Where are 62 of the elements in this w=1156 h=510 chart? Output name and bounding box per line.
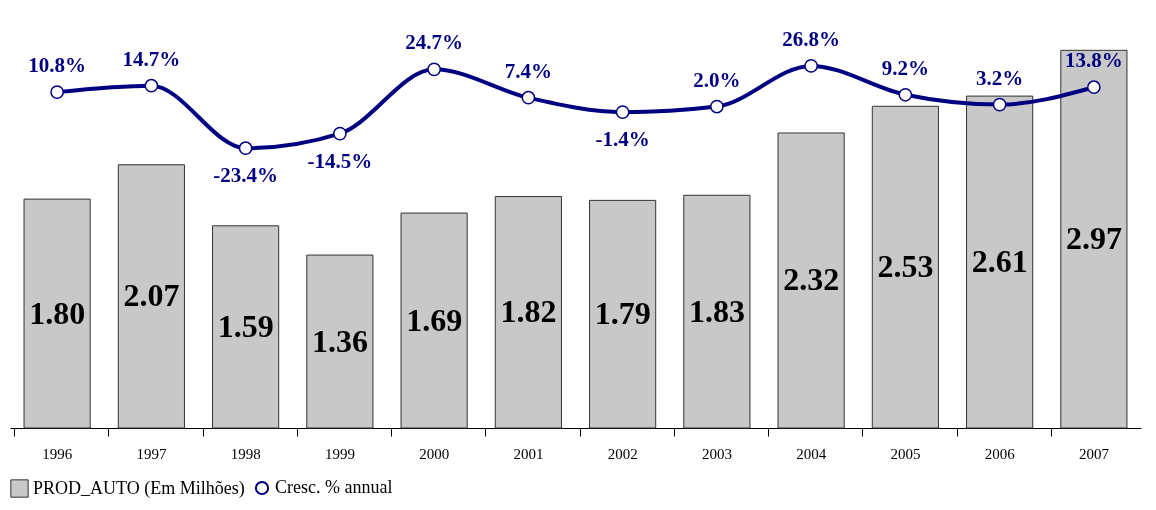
x-tick-label: 2007 [1078,445,1110,462]
bar [306,254,374,429]
data-label: 2.97 [1065,220,1122,257]
point [804,59,818,73]
legend-label: PROD_AUTO (Em Milhões) [33,477,245,499]
x-tick-label: 2001 [513,445,544,462]
legend-label: Cresc. % annual [275,477,393,497]
x-tick-label: 1996 [42,445,73,462]
x-tick-label: 1997 [136,445,167,462]
data-label: 1.36 [311,322,368,359]
bar [777,132,845,429]
point [333,126,347,141]
x-tick-label: 1999 [324,445,355,462]
point [521,90,536,105]
data-label: 1.69 [406,301,463,338]
point [1087,80,1101,95]
x-tick-label: 2002 [607,445,638,462]
point [992,97,1007,112]
data-label: 1.82 [500,293,557,330]
x-tick-label: 2005 [890,445,921,462]
bar [683,194,751,429]
data-label: 26.8% [782,26,840,51]
x-tick-label: 2006 [984,445,1016,462]
point [238,141,253,156]
data-label: 2.61 [971,243,1028,280]
data-label: 14.7% [122,46,181,71]
data-label: 1.79 [594,295,651,332]
data-label: 2.07 [123,277,180,314]
data-label: 1.59 [217,307,274,344]
data-label: 3.2% [976,65,1024,90]
data-label: 2.0% [693,67,741,92]
data-label: 1.80 [29,294,86,331]
bar [966,95,1034,429]
bar [1060,49,1128,429]
x-tick-label: 1998 [230,445,261,462]
bar [212,225,280,429]
point [427,62,441,77]
bar [400,212,468,429]
point [710,99,724,114]
bar [117,164,185,429]
point [615,105,630,119]
bar [23,198,91,429]
point [50,85,64,99]
data-label: -14.5% [307,148,373,173]
x-tick-label: 2000 [419,445,450,462]
data-label: 2.32 [783,261,840,298]
data-label: 7.4% [504,58,552,83]
x-tick-label: 2003 [701,445,732,462]
data-label: 13.8% [1065,48,1123,73]
bar [589,199,657,429]
bar [871,105,939,429]
data-label: -23.4% [213,163,278,188]
x-tick-label: 2004 [796,445,827,462]
data-label: 1.83 [688,292,745,329]
point [144,78,159,93]
data-label: 2.53 [877,248,934,285]
data-label: 24.7% [405,30,463,55]
bar [494,196,562,429]
data-label: -1.4% [595,127,650,152]
data-label: 9.2% [881,55,929,80]
point [898,87,913,102]
data-label: 10.8% [28,53,86,78]
